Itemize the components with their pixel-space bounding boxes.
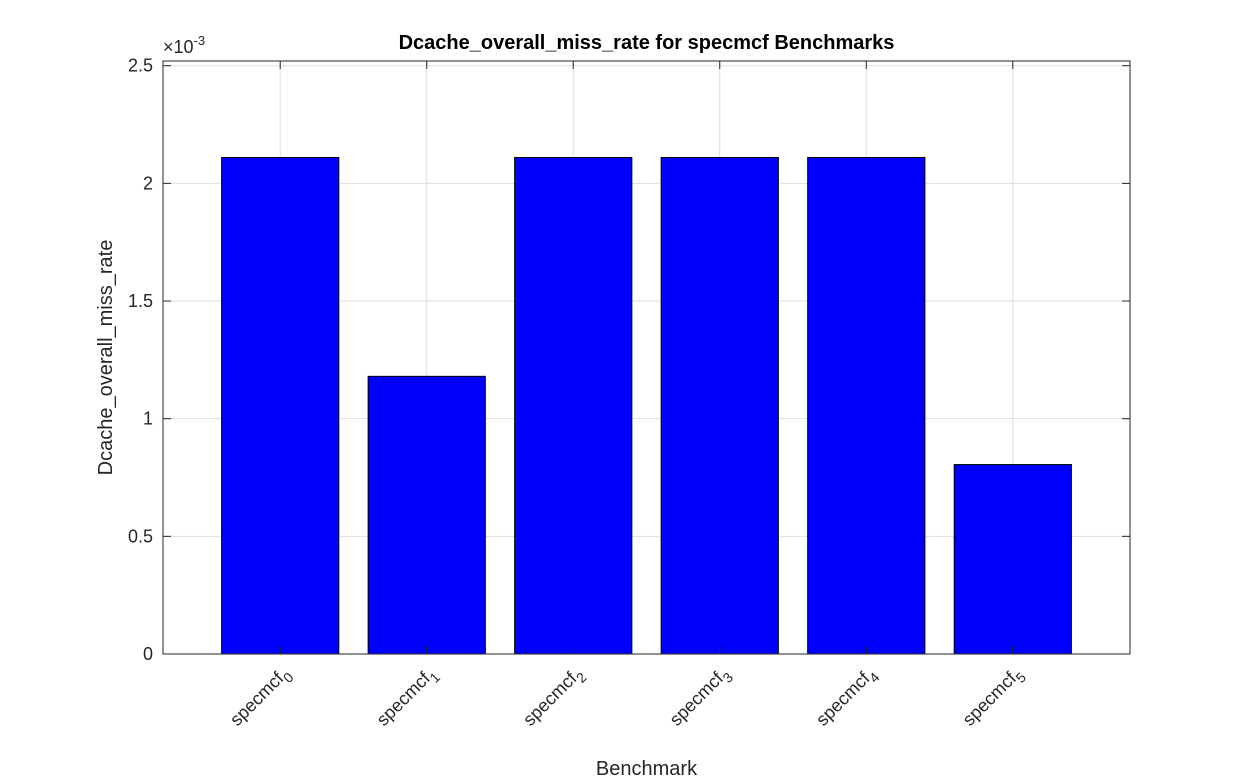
x-tick-label: specmcf4 — [812, 663, 883, 734]
x-tick-label: specmcf2 — [519, 663, 590, 734]
x-tick-label: specmcf3 — [666, 663, 737, 734]
y-tick-label: 1 — [143, 409, 153, 429]
bar-specmcf-4 — [807, 156, 926, 655]
bars — [221, 156, 1072, 655]
exponent-power: -3 — [194, 33, 206, 48]
y-axis-label: Dcache_overall_miss_rate — [95, 240, 117, 476]
bar-specmcf-0 — [221, 156, 340, 655]
bar-specmcf-2 — [514, 156, 633, 655]
y-axis-exponent: ×10-3 — [163, 33, 205, 57]
x-tick-label: specmcf0 — [226, 663, 297, 734]
y-tick-label: 0 — [143, 644, 153, 664]
y-tick-label: 2 — [143, 173, 153, 193]
y-tick-label: 1.5 — [128, 291, 153, 311]
y-tick-label: 2.5 — [128, 56, 153, 76]
y-tick-label: 0.5 — [128, 526, 153, 546]
x-tick-labels: specmcf0 specmcf1 specmcf2 specmcf3 specmcf4… — [226, 663, 1030, 734]
bar-specmcf-5 — [953, 464, 1072, 655]
axes-box — [162, 60, 1131, 655]
bar-specmcf-3 — [660, 156, 779, 655]
bar-specmcf-1 — [367, 375, 486, 655]
x-axis-label: Benchmark — [596, 758, 698, 780]
x-tick-label: specmcf5 — [959, 663, 1030, 734]
y-tick-labels: 0 0.5 1 1.5 2 2.5 — [128, 56, 153, 664]
exponent-base: ×10 — [163, 37, 194, 57]
ticks — [163, 61, 1130, 655]
x-tick-label: specmcf1 — [373, 663, 444, 734]
chart-title: Dcache_overall_miss_rate for specmcf Ben… — [399, 32, 895, 54]
